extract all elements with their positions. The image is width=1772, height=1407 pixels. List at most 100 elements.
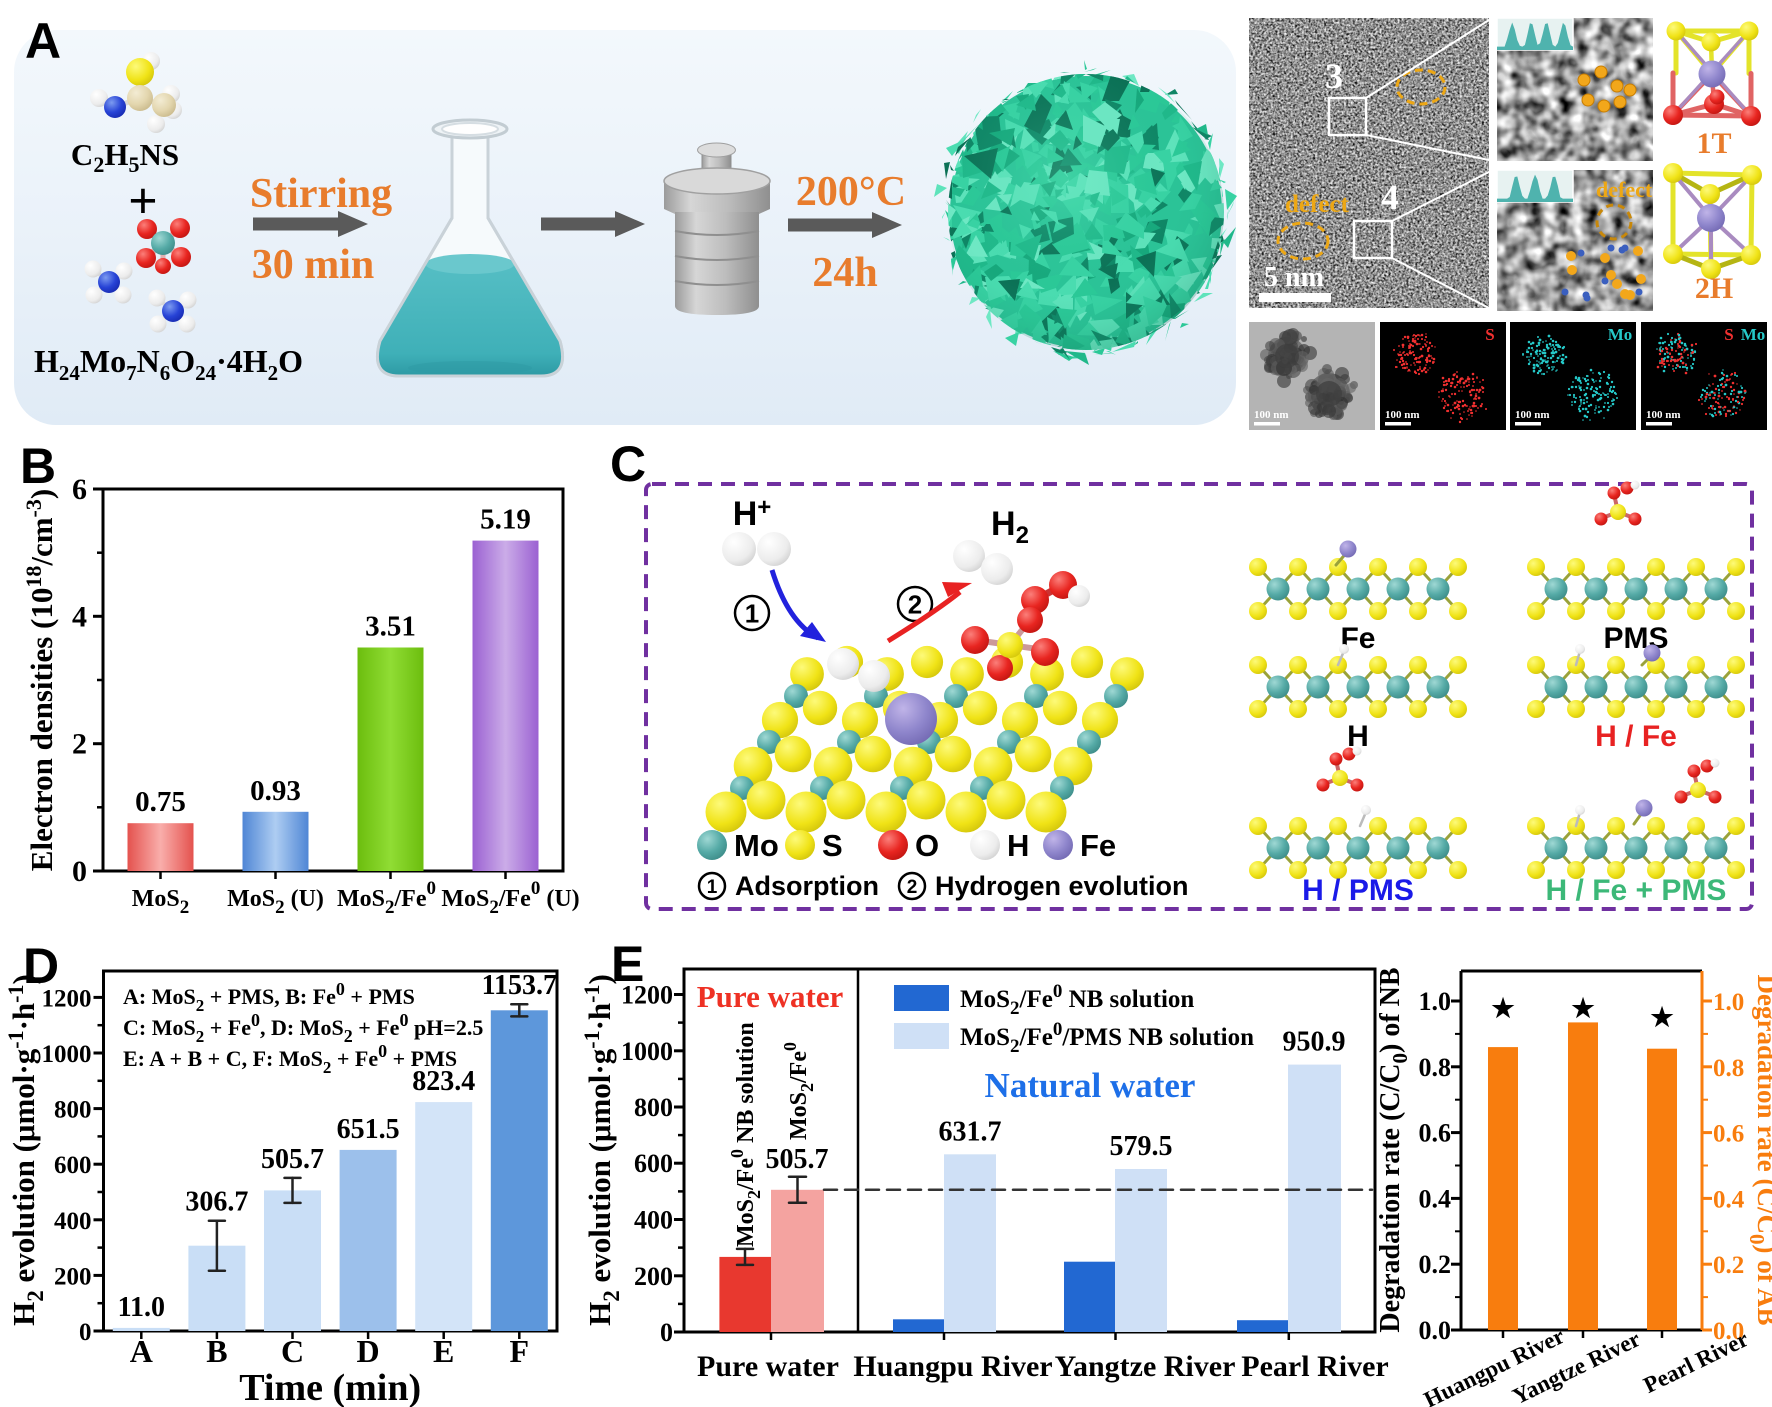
svg-text:2: 2: [72, 728, 87, 761]
svg-text:H+: H+: [733, 494, 772, 533]
svg-text:800: 800: [634, 1093, 673, 1122]
svg-text:H / Fe + PMS: H / Fe + PMS: [1546, 874, 1727, 907]
svg-text:1: 1: [745, 598, 759, 628]
svg-text:651.5: 651.5: [337, 1114, 400, 1145]
svg-text:2: 2: [908, 589, 922, 619]
svg-text:H: H: [1347, 720, 1369, 753]
svg-text:H: H: [1007, 828, 1029, 863]
svg-text:H / PMS: H / PMS: [1302, 874, 1414, 907]
svg-text:defect: defect: [1285, 191, 1350, 218]
svg-text:823.4: 823.4: [412, 1066, 475, 1097]
svg-text:0.8: 0.8: [1419, 1053, 1452, 1082]
svg-text:Mo: Mo: [1741, 325, 1766, 344]
svg-text:MoS2/Fe0: MoS2/Fe0: [337, 878, 436, 918]
svg-text:505.7: 505.7: [766, 1144, 829, 1175]
svg-text:F: F: [510, 1333, 530, 1369]
svg-text:E: E: [433, 1333, 454, 1369]
svg-text:Mo: Mo: [1608, 325, 1633, 344]
svg-text:Degradation rate (C/C0) of NB: Degradation rate (C/C0) of NB: [1375, 967, 1412, 1332]
svg-text:B: B: [206, 1333, 227, 1369]
svg-text:D: D: [23, 938, 59, 994]
svg-text:★: ★: [1571, 994, 1595, 1023]
svg-text:24h: 24h: [812, 250, 877, 296]
svg-text:Stirring: Stirring: [250, 171, 392, 217]
svg-text:H / Fe: H / Fe: [1595, 720, 1677, 753]
svg-text:400: 400: [54, 1208, 92, 1235]
svg-text:4: 4: [1381, 177, 1399, 217]
svg-text:Time (min): Time (min): [239, 1367, 421, 1407]
svg-text:S: S: [1724, 325, 1733, 344]
svg-text:2H: 2H: [1695, 272, 1733, 305]
svg-text:0.0: 0.0: [1419, 1316, 1452, 1345]
svg-text:0.2: 0.2: [1419, 1250, 1452, 1279]
svg-text:2: 2: [907, 877, 918, 898]
svg-text:100 nm: 100 nm: [1254, 409, 1289, 421]
svg-text:0.6: 0.6: [1419, 1119, 1452, 1148]
svg-text:MoS2/Fe0: MoS2/Fe0: [780, 1042, 817, 1140]
svg-text:Huangpu River: Huangpu River: [853, 1350, 1052, 1383]
svg-text:MoS2: MoS2: [132, 886, 190, 918]
svg-text:3: 3: [1325, 56, 1343, 96]
svg-text:Hydrogen evolution: Hydrogen evolution: [935, 871, 1189, 901]
svg-text:600: 600: [634, 1149, 673, 1178]
svg-text:1T: 1T: [1696, 127, 1731, 160]
svg-text:30 min: 30 min: [252, 242, 375, 288]
svg-text:C: C: [610, 436, 646, 492]
svg-text:0.0: 0.0: [1713, 1318, 1744, 1345]
svg-text:0: 0: [79, 1319, 92, 1346]
svg-text:H2 evolution (μmol·g-1·h-1): H2 evolution (μmol·g-1·h-1): [579, 974, 624, 1326]
svg-text:579.5: 579.5: [1110, 1131, 1173, 1162]
svg-text:Adsorption: Adsorption: [735, 871, 879, 901]
svg-text:Pure water: Pure water: [697, 1350, 839, 1383]
svg-text:3.51: 3.51: [365, 611, 416, 643]
svg-text:100 nm: 100 nm: [1515, 409, 1550, 421]
svg-text:1: 1: [707, 877, 718, 898]
svg-text:MoS2/Fe0/PMS NB solution: MoS2/Fe0/PMS NB solution: [960, 1019, 1254, 1057]
svg-text:A: MoS2 + PMS, B: Fe0 + PMS: A: MoS2 + PMS, B: Fe0 + PMS: [123, 979, 415, 1015]
svg-text:E: A + B + C, F: MoS2 + Fe0 +: E: A + B + C, F: MoS2 + Fe0 + PMS: [123, 1041, 457, 1077]
svg-text:Electron densities (1018/cm-3): Electron densities (1018/cm-3): [21, 489, 59, 871]
svg-text:1000: 1000: [42, 1041, 92, 1068]
svg-text:631.7: 631.7: [939, 1116, 1002, 1147]
svg-text:A: A: [25, 13, 61, 69]
svg-text:1000: 1000: [621, 1037, 673, 1066]
svg-text:Mo: Mo: [734, 828, 779, 863]
svg-text:S: S: [822, 828, 843, 863]
svg-text:A: A: [130, 1333, 153, 1369]
svg-text:950.9: 950.9: [1283, 1027, 1346, 1058]
svg-text:1.0: 1.0: [1713, 989, 1744, 1016]
svg-text:6: 6: [72, 473, 87, 506]
svg-text:O: O: [915, 828, 939, 863]
svg-text:0.93: 0.93: [250, 775, 301, 807]
svg-text:D: D: [357, 1333, 380, 1369]
svg-text:400: 400: [634, 1206, 673, 1235]
svg-text:Degradation rate (C/C0) of AB: Degradation rate (C/C0) of AB: [1745, 975, 1772, 1326]
svg-text:1200: 1200: [621, 981, 673, 1010]
svg-text:0.6: 0.6: [1713, 1121, 1744, 1148]
svg-text:Pure water: Pure water: [697, 979, 844, 1014]
svg-text:11.0: 11.0: [118, 1292, 165, 1323]
svg-text:C: MoS2 + Fe0, D: MoS2 + Fe0 p: C: MoS2 + Fe0, D: MoS2 + Fe0 pH=2.5: [123, 1010, 483, 1046]
svg-text:MoS2/Fe0 NB solution: MoS2/Fe0 NB solution: [727, 1022, 764, 1247]
svg-text:4: 4: [72, 600, 87, 633]
svg-text:0.2: 0.2: [1713, 1252, 1744, 1279]
svg-text:1200: 1200: [42, 985, 92, 1012]
svg-text:defect: defect: [1596, 177, 1653, 202]
svg-text:1.0: 1.0: [1419, 987, 1452, 1016]
svg-text:5.19: 5.19: [480, 504, 531, 536]
svg-text:Natural water: Natural water: [985, 1066, 1196, 1105]
svg-text:0.4: 0.4: [1713, 1186, 1745, 1213]
svg-text:200°C: 200°C: [796, 169, 906, 215]
svg-text:100 nm: 100 nm: [1646, 409, 1681, 421]
svg-text:★: ★: [1650, 1003, 1674, 1032]
svg-text:E: E: [611, 936, 644, 992]
svg-text:0.8: 0.8: [1713, 1055, 1744, 1082]
svg-text:200: 200: [634, 1262, 673, 1291]
svg-text:Pearl River: Pearl River: [1241, 1350, 1388, 1383]
svg-text:MoS2/Fe0 (U): MoS2/Fe0 (U): [441, 878, 579, 918]
svg-text:0: 0: [660, 1318, 673, 1347]
svg-text:0.75: 0.75: [135, 786, 186, 818]
svg-text:505.7: 505.7: [261, 1144, 324, 1175]
svg-text:C2H5NS: C2H5NS: [71, 137, 179, 177]
svg-text:200: 200: [54, 1263, 92, 1290]
